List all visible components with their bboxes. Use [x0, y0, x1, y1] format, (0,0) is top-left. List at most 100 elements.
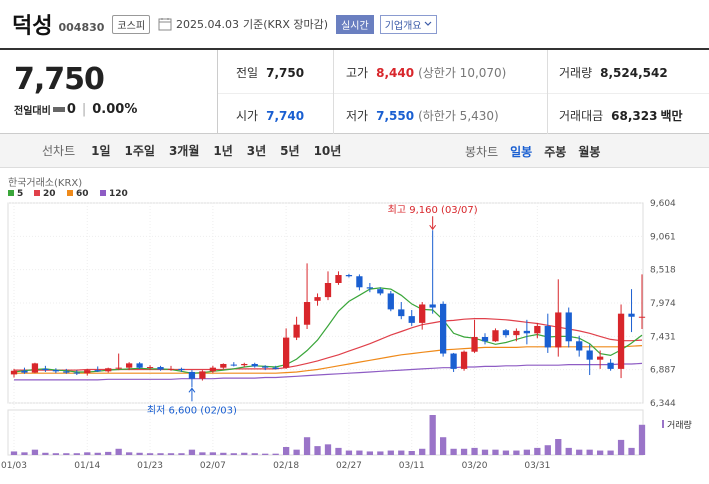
candle-body: [638, 316, 646, 318]
high-value: 8,440: [376, 66, 415, 80]
legend-label-120: 120: [109, 189, 128, 199]
period-1w[interactable]: 1주일: [124, 144, 155, 158]
volume-bar: [105, 451, 112, 455]
price-chart[interactable]: 한국거래소(KRX) 5 20 60 120 거래량 최고 9,160 (03/07)…: [0, 170, 709, 484]
trade-volume: 거래량 8,524,542: [559, 64, 668, 81]
lower-limit: (하한가 5,430): [418, 109, 499, 123]
candle-body: [356, 276, 363, 288]
low-value: 7,550: [376, 109, 415, 123]
col-divider: [547, 50, 548, 136]
x-tick-label: 01/23: [137, 461, 163, 471]
candle-body: [31, 363, 39, 373]
candle-body: [419, 304, 426, 323]
tab-daily[interactable]: 일봉: [510, 144, 533, 159]
period-1y[interactable]: 1년: [213, 144, 233, 158]
low-price: 저가 7,550 (하한가 5,430): [346, 107, 499, 124]
quote-basis: 기준(KRX 장마감): [243, 18, 329, 31]
x-tick-label: 02/27: [336, 461, 362, 471]
volume-bar: [628, 447, 635, 455]
period-3y[interactable]: 3년: [246, 144, 267, 158]
volume-bar: [607, 450, 614, 455]
volume-bar: [10, 451, 18, 455]
volume-bar: [31, 449, 39, 455]
stock-header: 덕성 004830 코스피 2025.04.03 기준(KRX 장마감) 실시간…: [0, 0, 709, 48]
candle-body: [387, 293, 394, 310]
volume-bar: [199, 452, 206, 455]
legend-swatch-20: [34, 190, 40, 196]
volume-bar: [638, 424, 646, 455]
volume-bar: [94, 452, 101, 455]
candle-body: [324, 283, 332, 298]
candle-body: [115, 367, 122, 369]
candle-body: [565, 312, 572, 342]
x-tick-label: 03/20: [462, 461, 488, 471]
volume-bar: [251, 453, 258, 455]
volume-bar: [209, 452, 217, 455]
candle-body: [617, 313, 625, 369]
candle-body: [262, 366, 269, 368]
volume-bars: 거래량: [10, 415, 692, 455]
volume-bar: [356, 450, 363, 455]
live-badge[interactable]: 실시간: [336, 14, 374, 34]
period-bar: 선차트 1일 1주일 3개월 1년 3년 5년 10년 봉차트 일봉 주봉 월봉: [0, 134, 709, 168]
candle-body: [199, 371, 206, 379]
volume-bar: [366, 451, 374, 455]
candle-body: [492, 330, 499, 342]
candle-body: [84, 370, 91, 374]
volume-bar: [513, 450, 520, 455]
candle-body: [471, 336, 478, 352]
candle-body: [335, 275, 342, 283]
candle-body: [230, 364, 237, 366]
period-5y[interactable]: 5년: [280, 144, 300, 158]
clock-icon: [158, 18, 172, 31]
volume-bar: [146, 453, 154, 455]
candle-body: [314, 297, 321, 301]
company-info-button[interactable]: 기업개요: [379, 14, 437, 34]
volume-bar: [241, 452, 248, 455]
legend-label-20: 20: [43, 189, 56, 199]
legend-label-60: 60: [76, 189, 89, 199]
chart-legend: 5 20 60 120: [8, 189, 128, 199]
col-divider: [333, 50, 334, 136]
candle-body: [10, 370, 18, 375]
volume-bar: [262, 453, 269, 455]
volume-bar: [282, 447, 290, 455]
volume-bar: [324, 444, 332, 455]
tab-weekly[interactable]: 주봉: [544, 144, 567, 159]
candle-body: [450, 353, 457, 369]
volume-bar: [576, 449, 583, 455]
candle-body: [408, 316, 415, 323]
candle-body: [178, 368, 185, 371]
candle-body: [366, 287, 374, 289]
candle-body: [398, 309, 405, 317]
upper-limit: (상한가 10,070): [418, 66, 507, 80]
high-annotation: 최고 9,160 (03/07): [388, 204, 478, 216]
volume-bar: [471, 447, 478, 455]
volume-bar: [387, 450, 394, 455]
volume-bar: [157, 453, 164, 455]
chart-source: 한국거래소(KRX): [8, 177, 82, 189]
period-10y[interactable]: 10년: [313, 144, 342, 158]
candle-body: [502, 330, 510, 336]
y-tick-label: 7,431: [650, 332, 676, 342]
period-3m[interactable]: 3개월: [168, 144, 200, 158]
volume-bar: [617, 439, 625, 455]
quote-panel: 7,750 전일대비 0 | 0.00% 전일 7,750 고가 8,440 (…: [0, 48, 709, 136]
tab-monthly[interactable]: 월봉: [578, 144, 601, 159]
volume-bar: [408, 451, 415, 455]
candle-body: [188, 371, 196, 379]
candle-body: [241, 363, 248, 366]
volume-bar: [377, 451, 384, 455]
candle-body: [94, 370, 101, 372]
volume-bar: [272, 453, 279, 455]
low-annotation: 최저 6,600 (02/03): [147, 404, 237, 416]
y-tick-label: 6,344: [650, 399, 676, 409]
volume-bar: [42, 452, 49, 455]
high-price: 고가 8,440 (상한가 10,070): [346, 64, 506, 81]
volume-value: 8,524,542: [600, 66, 668, 80]
value-unit: 백만: [660, 109, 683, 123]
period-1d[interactable]: 1일: [91, 144, 111, 158]
volume-bar: [230, 453, 237, 455]
change-label: 전일대비: [14, 106, 51, 117]
candle-body: [209, 367, 217, 372]
